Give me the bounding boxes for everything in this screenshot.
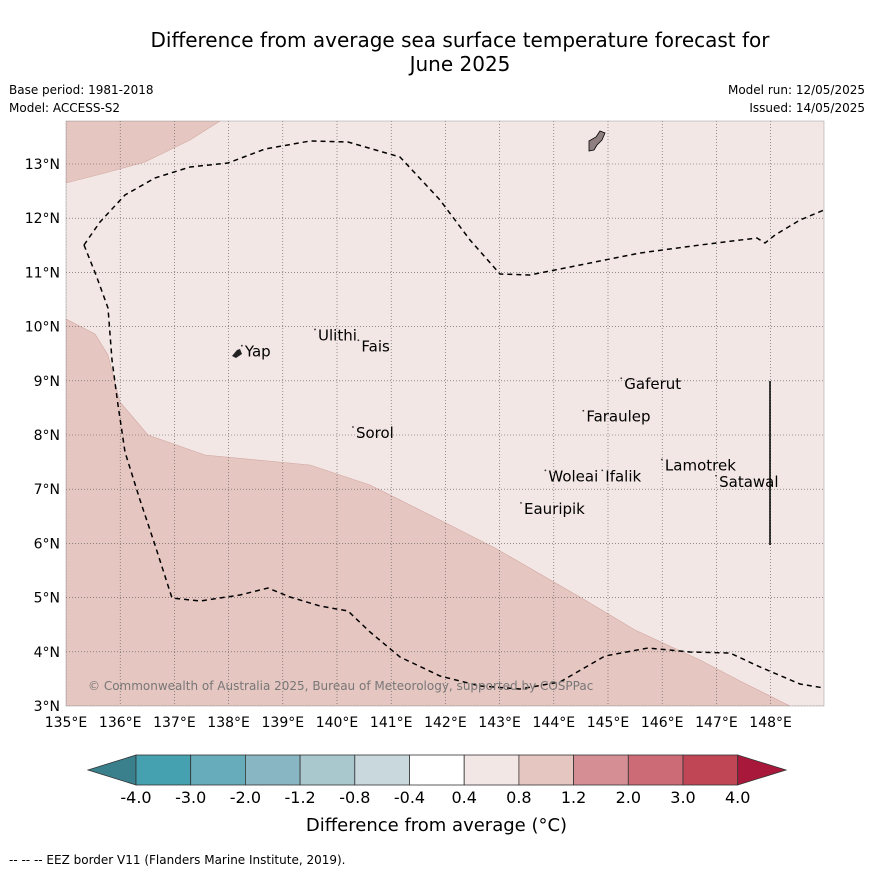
island-marker [661, 458, 663, 461]
island-label: Eauripik [524, 500, 585, 518]
island-marker [357, 339, 360, 342]
title-line-1: Difference from average sea surface temp… [150, 28, 770, 52]
island-marker [582, 409, 585, 412]
island-label: Woleai [548, 467, 598, 485]
longitude-tick-label: 140°E [316, 715, 359, 731]
island-marker [715, 474, 718, 477]
colorbar [86, 754, 788, 786]
longitude-tick-label: 137°E [153, 715, 196, 731]
island-label: Lamotrek [665, 457, 736, 475]
latitude-tick-label: 7°N [34, 482, 60, 498]
island-label: Gaferut [624, 375, 681, 393]
colorbar-title: Difference from average (°C) [305, 815, 568, 836]
colorbar-tick-label: 0.4 [451, 788, 477, 807]
longitude-tick-label: 136°E [99, 715, 142, 731]
colorbar-segment [573, 754, 629, 786]
map-title: Difference from average sea surface temp… [60, 28, 860, 76]
longitude-tick-label: 148°E [749, 715, 792, 731]
latitude-labels: 3°N 4°N 5°N 6°N 7°N 8°N 9°N 10°N 11°N 12°N 13°N [25, 157, 60, 715]
longitude-tick-label: 144°E [533, 715, 576, 731]
colorbar-segment [463, 754, 520, 786]
island-marker [520, 501, 522, 504]
latitude-tick-label: 10°N [25, 320, 60, 336]
colorbar-tick-label: -1.2 [284, 788, 316, 807]
colorbar-segment [354, 754, 410, 786]
colorbar-segment [627, 754, 684, 786]
map-frame [65, 120, 825, 707]
colorbar-tick-label: 4.0 [724, 788, 751, 807]
colorbar-extend-high [737, 754, 788, 786]
latitude-tick-label: 4°N [34, 645, 60, 661]
colorbar-tick-label: -0.4 [393, 788, 426, 807]
longitude-tick-label: 135°E [45, 715, 88, 731]
colorbar-segment [682, 754, 739, 786]
longitude-tick-label: 146°E [641, 715, 684, 731]
colorbar-segment [518, 754, 575, 786]
yap-island-shape [232, 349, 242, 358]
longitude-tick-label: 138°E [207, 715, 250, 731]
colorbar-segment [190, 754, 246, 786]
meta-left: Base period: 1981-2018 Model: ACCESS-S2 [9, 81, 154, 117]
island-label: Fais [361, 337, 390, 355]
latitude-tick-label: 6°N [34, 536, 60, 552]
latitude-tick-label: 9°N [34, 374, 60, 390]
island-label: Ifalik [605, 467, 641, 485]
colorbar-tick-label: -0.8 [339, 788, 371, 807]
eez-border-south [83, 244, 824, 690]
latitude-tick-label: 13°N [25, 157, 60, 173]
island-label: Satawal [719, 473, 778, 491]
colorbar-tick-label: 3.0 [670, 788, 696, 807]
island-marker [620, 377, 623, 380]
longitude-tick-label: 142°E [424, 715, 467, 731]
island-marker [240, 344, 243, 347]
longitude-tick-label: 143°E [478, 715, 521, 731]
issued-date: Issued: 14/05/2025 [749, 101, 865, 115]
latitude-tick-label: 12°N [25, 211, 60, 227]
latitude-tick-label: 8°N [34, 428, 60, 444]
colorbar-tick-label: -3.0 [175, 788, 207, 807]
longitude-tick-label: 147°E [695, 715, 738, 731]
island-label: Ulithi [318, 326, 357, 344]
colorbar-extend-low [86, 754, 137, 786]
latitude-tick-label: 5°N [34, 591, 60, 607]
eez-footnote: -- -- -- EEZ border V11 (Flanders Marine… [9, 853, 346, 867]
base-period: Base period: 1981-2018 [9, 83, 154, 97]
island-marker [352, 426, 354, 428]
model-name: Model: ACCESS-S2 [9, 101, 121, 115]
island-marker [601, 469, 604, 472]
colorbar-segment [299, 754, 356, 786]
graticule [66, 121, 824, 706]
colorbar-segment [244, 754, 301, 786]
model-run: Model run: 12/05/2025 [727, 83, 865, 97]
title-line-2: June 2025 [409, 52, 511, 76]
island-label: Sorol [356, 424, 394, 442]
latitude-tick-label: 3°N [34, 699, 60, 715]
longitude-tick-label: 139°E [262, 715, 305, 731]
meta-right: Model run: 12/05/2025 Issued: 14/05/2025 [728, 81, 865, 117]
anomaly-region-0.8-1.2-north [66, 121, 221, 184]
island-label: Faraulep [586, 408, 650, 426]
colorbar-tick-label: -4.0 [120, 788, 152, 807]
guam-island [588, 130, 606, 152]
colorbar-tick-label: -2.0 [229, 788, 261, 807]
longitude-tick-label: 141°E [370, 715, 413, 731]
colorbar-tick-label: 1.2 [560, 788, 587, 807]
island-label: Yap [244, 343, 271, 361]
colorbar-segment [409, 754, 465, 786]
island-marker [314, 328, 316, 331]
colorbar-segment [135, 754, 192, 786]
longitude-labels: 135°E 136°E 137°E 138°E 139°E 140°E 141°E 142°E… [45, 715, 792, 731]
copyright-text: © Commonwealth of Australia 2025, Bureau… [88, 679, 593, 693]
eez-border-north [83, 140, 824, 276]
colorbar-tick-label: 2.0 [615, 788, 642, 807]
island-marker [544, 469, 547, 472]
longitude-tick-label: 145°E [587, 715, 630, 731]
latitude-tick-label: 11°N [25, 265, 60, 281]
colorbar-tick-label: 0.8 [506, 788, 532, 807]
